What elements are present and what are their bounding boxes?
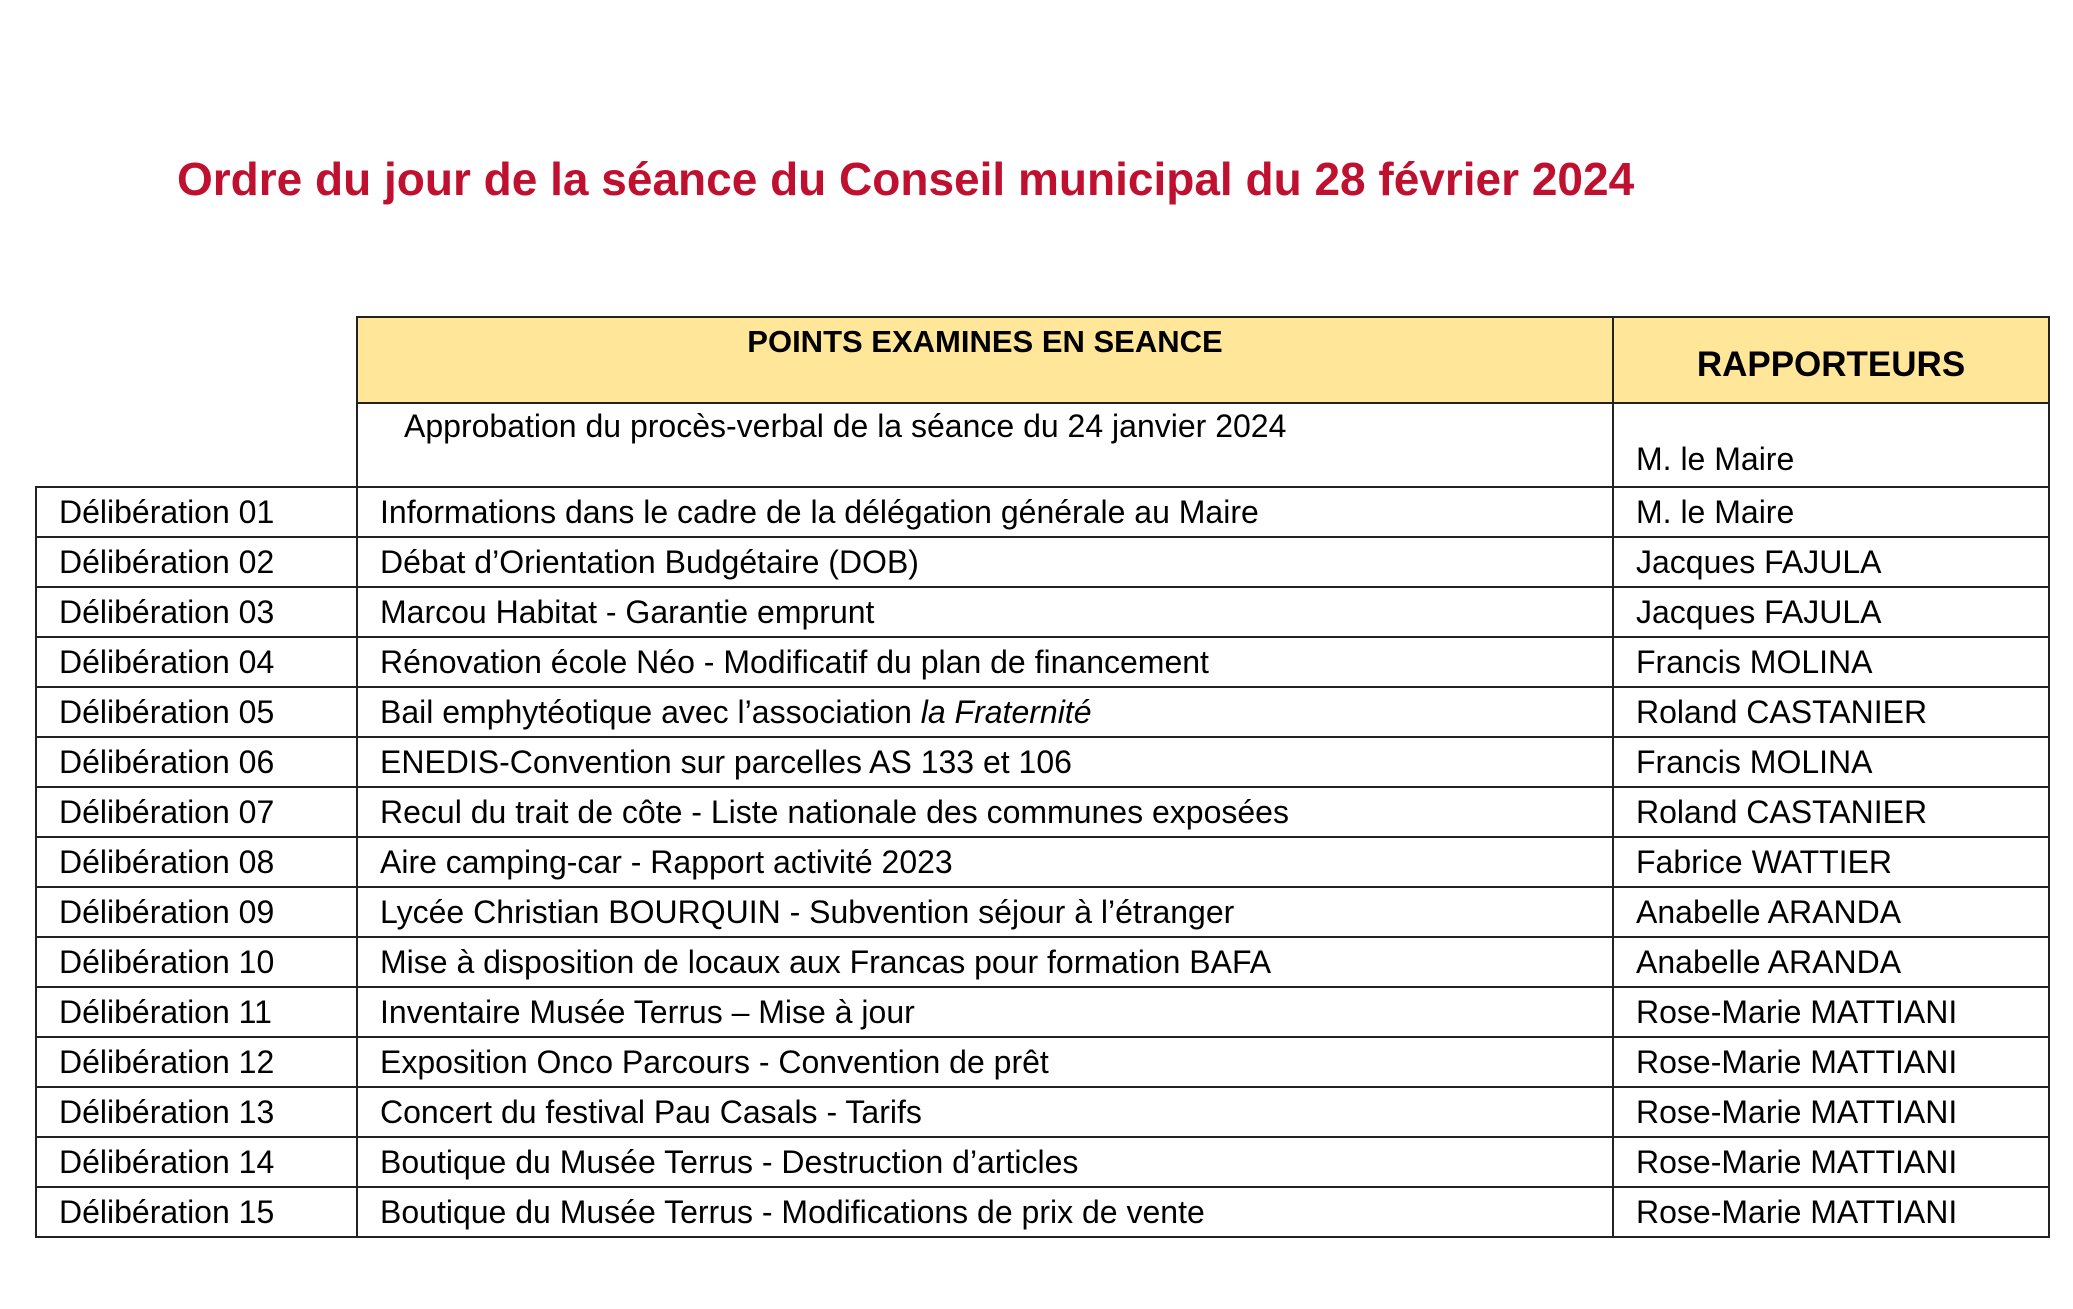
rapporteur-cell: Roland CASTANIER bbox=[1612, 686, 2050, 738]
point-cell: ENEDIS-Convention sur parcelles AS 133 e… bbox=[356, 736, 1614, 788]
rapporteur-cell: Rose-Marie MATTIANI bbox=[1612, 1036, 2050, 1088]
table-row: Délibération 12 Exposition Onco Parcours … bbox=[35, 1036, 2050, 1088]
rapporteur-cell: Rose-Marie MATTIANI bbox=[1612, 1086, 2050, 1138]
point-cell: Marcou Habitat - Garantie emprunt bbox=[356, 586, 1614, 638]
rapporteur-cell: Anabelle ARANDA bbox=[1612, 886, 2050, 938]
point-cell: Informations dans le cadre de la délégat… bbox=[356, 486, 1614, 538]
deliberation-number: Délibération 14 bbox=[35, 1136, 358, 1188]
point-cell: Mise à disposition de locaux aux Francas… bbox=[356, 936, 1614, 988]
approval-row: Approbation du procès-verbal de la séanc… bbox=[36, 402, 2050, 488]
point-cell: Débat d’Orientation Budgétaire (DOB) bbox=[356, 536, 1614, 588]
rapporteur-cell: M. le Maire bbox=[1612, 402, 2050, 488]
page-title: Ordre du jour de la séance du Conseil mu… bbox=[177, 153, 1635, 205]
rapporteur-cell: M. le Maire bbox=[1612, 486, 2050, 538]
rapporteur-cell: Anabelle ARANDA bbox=[1612, 936, 2050, 988]
point-cell: Lycée Christian BOURQUIN - Subvention sé… bbox=[356, 886, 1614, 938]
table-row: Délibération 14 Boutique du Musée Terrus … bbox=[35, 1136, 2050, 1188]
table-row: Délibération 06 ENEDIS-Convention sur par… bbox=[35, 736, 2050, 788]
table-row: Délibération 05 Bail emphytéotique avec l… bbox=[35, 686, 2050, 738]
deliberation-number: Délibération 02 bbox=[35, 536, 358, 588]
table-row: Délibération 10 Mise à disposition de loc… bbox=[35, 936, 2050, 988]
rapporteur-cell: Rose-Marie MATTIANI bbox=[1612, 1136, 2050, 1188]
table-row: Délibération 15 Boutique du Musée Terrus … bbox=[35, 1186, 2050, 1238]
rapporteur-cell: Francis MOLINA bbox=[1612, 736, 2050, 788]
header-row: POINTS EXAMINES EN SEANCE RAPPORTEURS bbox=[36, 316, 2050, 404]
deliberation-number: Délibération 11 bbox=[35, 986, 358, 1038]
point-cell: Boutique du Musée Terrus - Modifications… bbox=[356, 1186, 1614, 1238]
rapporteur-cell: Jacques FAJULA bbox=[1612, 586, 2050, 638]
table-row: Délibération 04 Rénovation école Néo - Mo… bbox=[35, 636, 2050, 688]
table-row: Délibération 01 Informations dans le cadr… bbox=[35, 486, 2050, 538]
point-cell: Exposition Onco Parcours - Convention de… bbox=[356, 1036, 1614, 1088]
deliberation-number: Délibération 10 bbox=[35, 936, 358, 988]
agenda-table: POINTS EXAMINES EN SEANCE RAPPORTEURS Ap… bbox=[35, 316, 2050, 1238]
deliberation-number: Délibération 15 bbox=[35, 1186, 358, 1238]
point-cell: Approbation du procès-verbal de la séanc… bbox=[356, 402, 1614, 488]
rapporteur-cell: Roland CASTANIER bbox=[1612, 786, 2050, 838]
table-row: Délibération 08 Aire camping-car - Rappor… bbox=[35, 836, 2050, 888]
rapporteur-cell: Francis MOLINA bbox=[1612, 636, 2050, 688]
point-cell: Boutique du Musée Terrus - Destruction d… bbox=[356, 1136, 1614, 1188]
rapporteurs-header: RAPPORTEURS bbox=[1612, 316, 2050, 404]
empty-cell bbox=[36, 403, 357, 487]
table-row: Délibération 07 Recul du trait de côte - … bbox=[35, 786, 2050, 838]
deliberation-number: Délibération 08 bbox=[35, 836, 358, 888]
point-cell: Concert du festival Pau Casals - Tarifs bbox=[356, 1086, 1614, 1138]
deliberation-number: Délibération 01 bbox=[35, 486, 358, 538]
deliberation-number: Délibération 04 bbox=[35, 636, 358, 688]
point-cell: Rénovation école Néo - Modificatif du pl… bbox=[356, 636, 1614, 688]
table-row: Délibération 13 Concert du festival Pau C… bbox=[35, 1086, 2050, 1138]
table-row: Délibération 09 Lycée Christian BOURQUIN … bbox=[35, 886, 2050, 938]
deliberation-number: Délibération 03 bbox=[35, 586, 358, 638]
rapporteur-cell: Fabrice WATTIER bbox=[1612, 836, 2050, 888]
deliberation-number: Délibération 05 bbox=[35, 686, 358, 738]
deliberation-number: Délibération 12 bbox=[35, 1036, 358, 1088]
point-cell: Inventaire Musée Terrus – Mise à jour bbox=[356, 986, 1614, 1038]
rapporteur-cell: Rose-Marie MATTIANI bbox=[1612, 986, 2050, 1038]
table-row: Délibération 02 Débat d’Orientation Budgé… bbox=[35, 536, 2050, 588]
deliberation-number: Délibération 07 bbox=[35, 786, 358, 838]
points-header: POINTS EXAMINES EN SEANCE bbox=[356, 316, 1614, 404]
point-cell: Aire camping-car - Rapport activité 2023 bbox=[356, 836, 1614, 888]
deliberation-number: Délibération 09 bbox=[35, 886, 358, 938]
table-row: Délibération 11 Inventaire Musée Terrus –… bbox=[35, 986, 2050, 1038]
table-row: Délibération 03 Marcou Habitat - Garantie… bbox=[35, 586, 2050, 638]
point-italic-text: la Fraternité bbox=[920, 693, 1092, 730]
empty-cell bbox=[36, 317, 357, 403]
deliberation-number: Délibération 06 bbox=[35, 736, 358, 788]
rapporteur-cell: Jacques FAJULA bbox=[1612, 536, 2050, 588]
rapporteur-cell: Rose-Marie MATTIANI bbox=[1612, 1186, 2050, 1238]
point-cell: Recul du trait de côte - Liste nationale… bbox=[356, 786, 1614, 838]
point-text: Bail emphytéotique avec l’association bbox=[380, 693, 921, 730]
deliberation-number: Délibération 13 bbox=[35, 1086, 358, 1138]
point-cell: Bail emphytéotique avec l’association la… bbox=[356, 686, 1614, 738]
